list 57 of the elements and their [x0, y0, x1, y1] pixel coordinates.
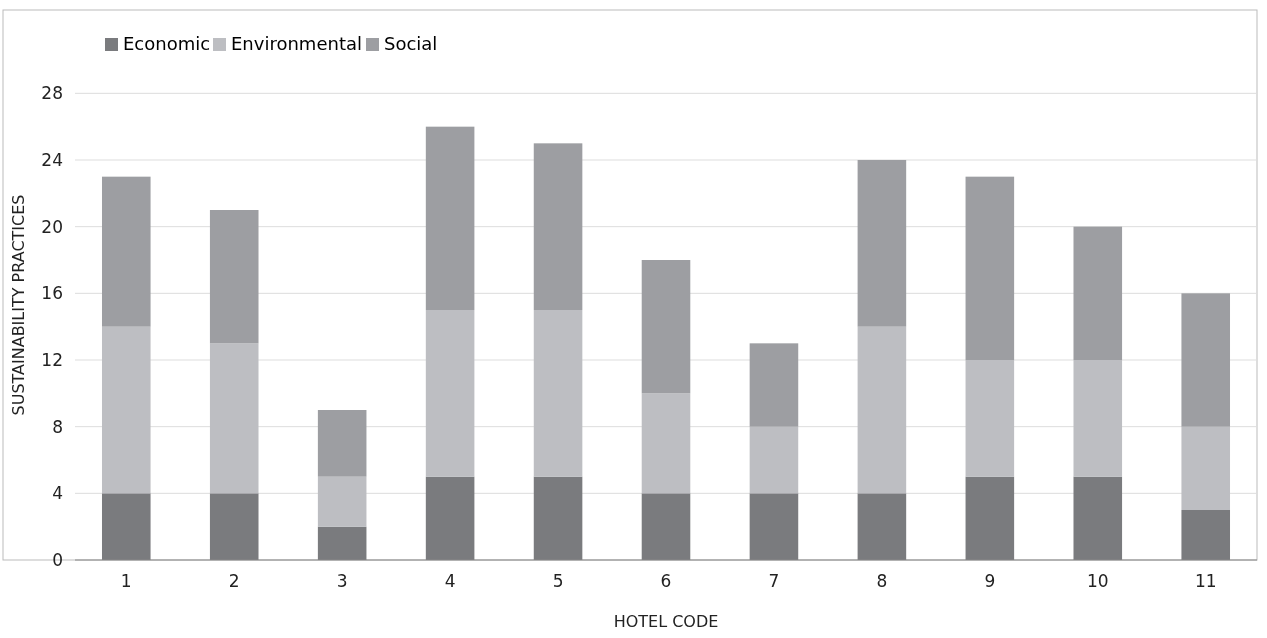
bar	[641, 260, 691, 394]
bar	[965, 476, 1015, 560]
bar	[317, 410, 367, 477]
bar	[533, 143, 583, 310]
bar	[1073, 226, 1123, 360]
y-axis-title: SUSTAINABILITY PRACTICES	[9, 194, 28, 416]
y-tick-label: 8	[52, 416, 63, 437]
bar	[209, 343, 259, 494]
y-tick-label: 28	[41, 83, 63, 104]
bar	[317, 476, 367, 527]
bar	[1181, 510, 1231, 560]
y-tick-label: 4	[52, 483, 63, 504]
bar	[425, 310, 475, 477]
y-tick-label: 20	[41, 216, 63, 237]
y-tick-label: 24	[41, 149, 63, 170]
x-tick-label: 11	[1194, 571, 1217, 591]
bar	[965, 360, 1015, 477]
bar	[857, 160, 907, 327]
x-tick-label: 6	[660, 571, 672, 591]
bar	[749, 426, 799, 494]
bar	[1181, 426, 1231, 510]
bar	[857, 326, 907, 494]
bar	[1181, 293, 1231, 427]
bar	[1073, 360, 1123, 477]
y-tick-label: 16	[41, 283, 63, 304]
bar	[749, 343, 799, 427]
legend-label: Environmental	[231, 33, 362, 54]
x-tick-label: 1	[120, 571, 132, 591]
x-tick-label: 9	[984, 571, 996, 591]
x-tick-label: 2	[228, 571, 240, 591]
bar	[533, 310, 583, 477]
bar	[101, 326, 151, 494]
bar	[749, 493, 799, 560]
x-axis-title: HOTEL CODE	[613, 612, 719, 631]
y-tick-label: 12	[41, 349, 63, 370]
bar	[425, 476, 475, 560]
legend-label: Social	[384, 33, 438, 54]
x-tick-label: 7	[768, 571, 780, 591]
bar	[317, 526, 367, 560]
bar	[533, 476, 583, 560]
legend-label: Economic	[123, 33, 211, 54]
bar	[209, 493, 259, 560]
x-tick-label: 10	[1086, 571, 1109, 591]
bar	[857, 493, 907, 560]
bar	[101, 493, 151, 560]
x-tick-label: 8	[876, 571, 888, 591]
bar	[965, 176, 1015, 360]
bar	[641, 393, 691, 494]
y-tick-label: 0	[52, 549, 63, 570]
bar	[101, 176, 151, 327]
bar	[209, 210, 259, 344]
x-tick-label: 3	[336, 571, 348, 591]
x-tick-label: 4	[444, 571, 456, 591]
bar	[425, 126, 475, 310]
bar	[641, 493, 691, 560]
bar	[1073, 476, 1123, 560]
x-tick-label: 5	[552, 571, 564, 591]
